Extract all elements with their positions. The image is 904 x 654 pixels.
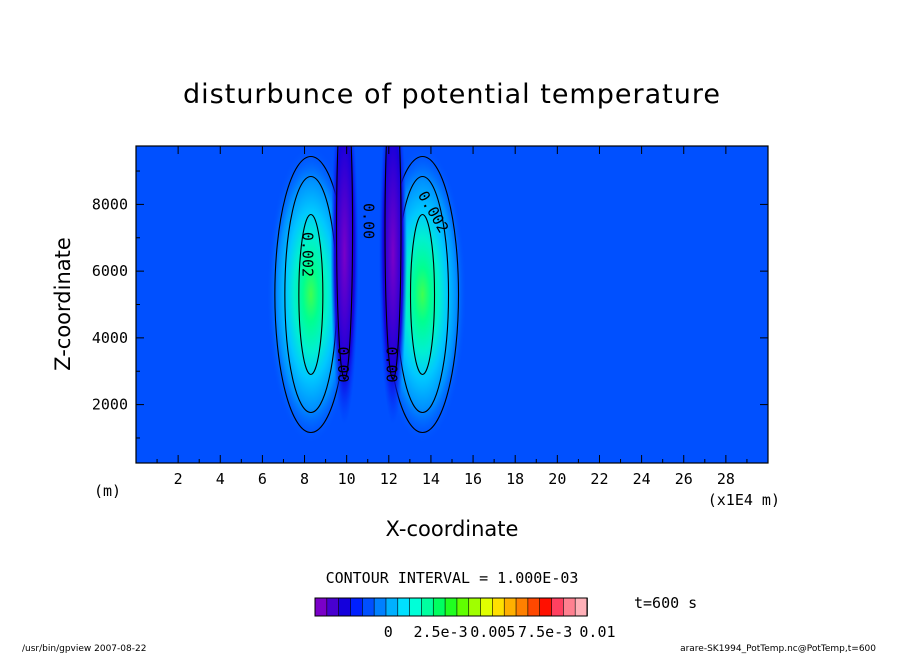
contour-label-1: 0.002 <box>298 232 316 277</box>
colorbar-box-14 <box>468 597 482 617</box>
colorbar-box-9 <box>409 597 423 617</box>
colorbar-box-21 <box>551 597 565 617</box>
center-gap <box>366 146 371 306</box>
contour-warm-2-3 <box>409 213 436 376</box>
colorbar-box-16 <box>492 597 506 617</box>
y-axis-label: Z-coordinate <box>51 237 75 371</box>
colorbar-box-4 <box>350 597 364 617</box>
colorbar-box-5 <box>362 597 375 617</box>
footer-right: arare-SK1994_PotTemp.nc@PotTemp,t=600 <box>680 644 876 654</box>
x-tick-label-26: 26 <box>675 470 693 488</box>
colorbar-box-2 <box>326 597 340 617</box>
colorbar-tick-label-2: 2.5e-3 <box>413 623 467 641</box>
x-tick-label-18: 18 <box>506 470 524 488</box>
contour-cold-2 <box>384 146 402 380</box>
colorbar-frame <box>314 597 588 617</box>
x-tick-label-20: 20 <box>548 470 566 488</box>
contour-label-5: 0.00 <box>383 347 401 383</box>
y-tick-label-2000: 2000 <box>92 396 128 414</box>
contour-interval-label: CONTOUR INTERVAL = 1.000E-03 <box>326 569 579 587</box>
colorbar-tick-label-3: 0.005 <box>470 623 515 641</box>
colorbar-box-12 <box>444 597 458 617</box>
colorbar-tick-label-5: 0.01 <box>579 623 615 641</box>
y-axis: 2000 4000 6000 8000 <box>92 170 768 439</box>
cold-cell-1 <box>330 146 359 425</box>
colorbar-box-19 <box>527 597 541 617</box>
colorbar-tick-label-4: 7.5e-3 <box>518 623 572 641</box>
x-tick-label-24: 24 <box>633 470 651 488</box>
colorbar-box-6 <box>373 597 387 617</box>
colorbar-box-18 <box>515 597 529 617</box>
contour-label-2: 0.00 <box>360 203 378 239</box>
colorbar <box>314 597 588 617</box>
colorbar-box-15 <box>480 597 494 617</box>
x-tick-label-6: 6 <box>258 470 267 488</box>
x-tick-label-4: 4 <box>216 470 225 488</box>
time-label: t=600 s <box>634 594 697 612</box>
colorbar-box-23 <box>574 597 588 617</box>
y-tick-label-4000: 4000 <box>92 329 128 347</box>
x-tick-label-16: 16 <box>464 470 482 488</box>
x-tick-label-22: 22 <box>590 470 608 488</box>
colorbar-box-1 <box>314 597 328 617</box>
colorbar-box-17 <box>503 597 517 617</box>
contour-cold-1 <box>336 146 354 380</box>
x-axis: 2 4 6 8 10 12 14 16 18 20 22 24 26 28 <box>156 146 748 488</box>
colorbar-tick-label-1: 0 <box>384 623 393 641</box>
x-tick-label-28: 28 <box>717 470 735 488</box>
x-tick-label-2: 2 <box>174 470 183 488</box>
colorbar-box-13 <box>456 597 470 617</box>
colorbar-box-8 <box>397 597 411 617</box>
colorbar-box-20 <box>539 597 553 617</box>
footer-left: /usr/bin/gpview 2007-08-22 <box>22 644 146 654</box>
colorbar-box-3 <box>338 597 352 617</box>
x-tick-label-10: 10 <box>338 470 356 488</box>
x-tick-label-14: 14 <box>422 470 440 488</box>
colorbar-box-10 <box>421 597 435 617</box>
x-unit-right: (x1E4 m) <box>708 491 780 509</box>
chart-title: disturbunce of potential temperature <box>183 79 721 110</box>
y-tick-label-6000: 6000 <box>92 262 128 280</box>
x-unit-left: (m) <box>94 482 121 500</box>
y-tick-label-8000: 8000 <box>92 195 128 213</box>
contour-label-4: 0.00 <box>334 347 352 383</box>
x-tick-label-8: 8 <box>300 470 309 488</box>
x-axis-label: X-coordinate <box>386 517 519 541</box>
cold-cell-2 <box>379 146 408 425</box>
colorbar-box-11 <box>432 597 446 617</box>
colorbar-ticks: 0 2.5e-3 0.005 7.5e-3 0.01 <box>384 623 616 641</box>
x-tick-label-12: 12 <box>380 470 398 488</box>
contour-warm-1-3 <box>298 213 324 376</box>
colorbar-box-7 <box>385 597 399 617</box>
colorbar-box-22 <box>563 597 576 617</box>
